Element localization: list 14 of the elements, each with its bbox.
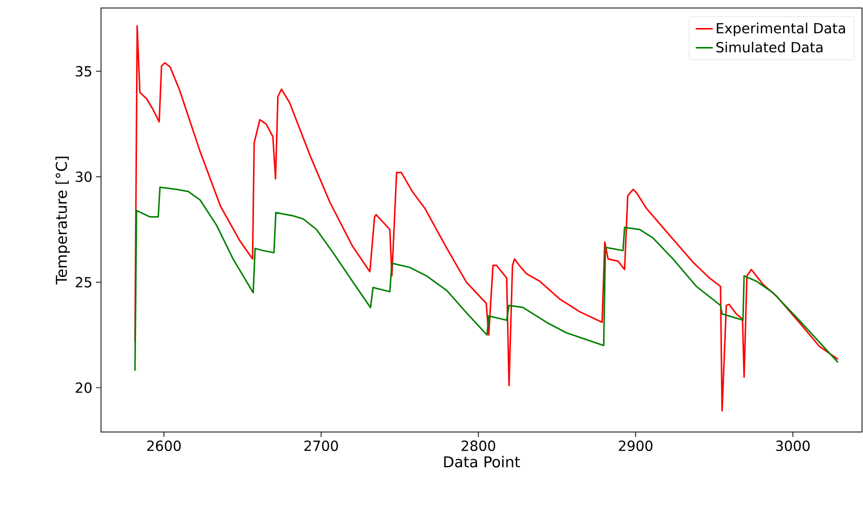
y-tick-label: 25 [76, 276, 92, 288]
y-tick-label: 35 [76, 66, 92, 77]
legend-label: Experimental Data [716, 22, 845, 36]
y-tick-label: 30 [76, 171, 92, 182]
x-tick-label: 2700 [304, 440, 338, 452]
x-tick-label: 3000 [776, 440, 810, 452]
x-tick-label: 2800 [462, 440, 496, 452]
y-axis-title: Temperature [°C] [55, 156, 70, 285]
y-tick-label: 20 [76, 382, 92, 393]
x-axis-title: Data Point [444, 456, 520, 468]
x-tick-label: 2900 [618, 440, 652, 452]
line-series [134, 186, 839, 372]
legend-label: Simulated Data [716, 42, 822, 53]
x-tick-label: 2600 [147, 440, 181, 452]
